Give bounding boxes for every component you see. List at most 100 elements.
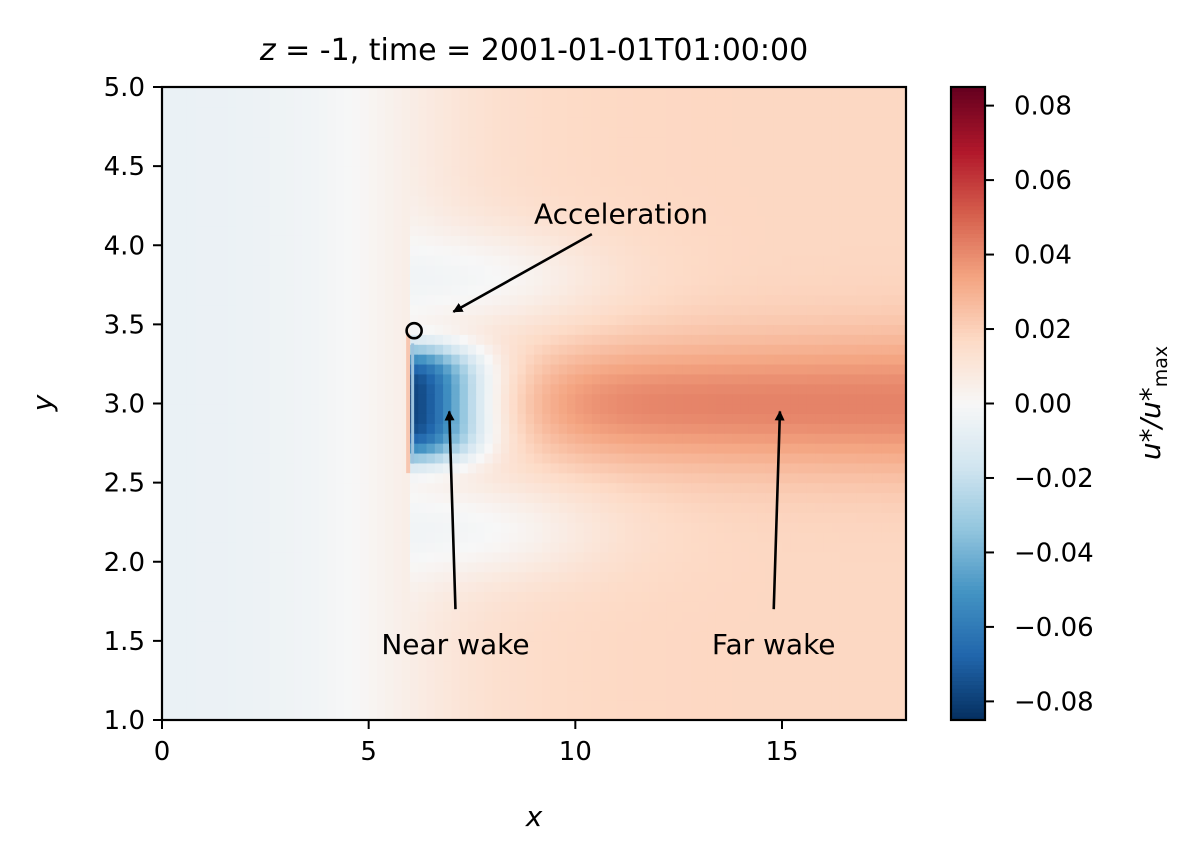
- heatmap-cell: [385, 274, 395, 286]
- heatmap-cell: [674, 274, 684, 286]
- heatmap-cell: [823, 670, 833, 682]
- heatmap-cell: [376, 551, 386, 563]
- heatmap-cell: [376, 274, 386, 286]
- heatmap-cell: [343, 294, 353, 306]
- heatmap-cell: [575, 294, 585, 306]
- heatmap-cell: [773, 660, 783, 672]
- heatmap-cell: [343, 601, 353, 612]
- heatmap-cell: [302, 195, 312, 207]
- heatmap-cell: [542, 185, 552, 197]
- heatmap-cell: [591, 690, 601, 701]
- heatmap-cell: [211, 354, 221, 365]
- heatmap-cell: [732, 314, 742, 325]
- heatmap-cell: [484, 690, 494, 701]
- heatmap-cell: [467, 185, 477, 197]
- heatmap-cell: [658, 314, 667, 325]
- heatmap-cell: [286, 581, 295, 593]
- heatmap-cell: [170, 680, 180, 691]
- heatmap-cell: [178, 700, 188, 711]
- heatmap-cell: [839, 185, 849, 197]
- heatmap-cell: [484, 235, 494, 246]
- heatmap-cell: [443, 235, 452, 246]
- heatmap-cell: [591, 561, 601, 573]
- heatmap-cell: [897, 215, 906, 227]
- heatmap-cell: [277, 551, 287, 563]
- heatmap-cell: [649, 492, 659, 504]
- heatmap-cell: [558, 195, 568, 207]
- heatmap-cell: [360, 294, 370, 306]
- heatmap-cell: [782, 601, 791, 612]
- heatmap-cell: [236, 314, 246, 325]
- heatmap-cell: [608, 265, 618, 276]
- heatmap-cell: [467, 690, 477, 701]
- heatmap-cell: [517, 245, 527, 256]
- heatmap-cell: [897, 354, 906, 365]
- heatmap-cell: [889, 522, 899, 533]
- heatmap-cell: [641, 640, 651, 652]
- heatmap-cell: [773, 373, 783, 385]
- heatmap-cell: [815, 205, 824, 217]
- heatmap-cell: [352, 482, 361, 494]
- heatmap-cell: [798, 393, 808, 405]
- heatmap-cell: [410, 383, 419, 395]
- heatmap-cell: [426, 601, 436, 612]
- heatmap-cell: [765, 413, 775, 424]
- heatmap-cell: [534, 630, 543, 642]
- heatmap-cell: [319, 611, 328, 622]
- heatmap-cell: [897, 650, 906, 662]
- heatmap-cell: [467, 601, 477, 612]
- heatmap-cell: [170, 640, 180, 652]
- heatmap-cell: [864, 403, 874, 414]
- heatmap-cell: [740, 383, 750, 395]
- heatmap-cell: [393, 324, 403, 335]
- heatmap-cell: [252, 630, 262, 642]
- heatmap-cell: [500, 284, 510, 296]
- heatmap-cell: [624, 492, 634, 504]
- heatmap-cell: [352, 591, 361, 602]
- heatmap-cell: [674, 581, 684, 593]
- heatmap-cell: [691, 561, 700, 573]
- heatmap-cell: [823, 265, 833, 276]
- heatmap-cell: [897, 541, 906, 553]
- heatmap-cell: [244, 551, 254, 563]
- heatmap-cell: [335, 621, 345, 632]
- heatmap-cell: [385, 393, 395, 405]
- heatmap-cell: [798, 185, 808, 197]
- heatmap-cell: [261, 195, 271, 207]
- heatmap-cell: [335, 324, 345, 335]
- heatmap-cell: [294, 255, 304, 266]
- heatmap-cell: [376, 334, 386, 345]
- heatmap-cell: [162, 314, 171, 325]
- heatmap-cell: [393, 571, 403, 583]
- heatmap-cell: [459, 581, 469, 593]
- heatmap-cell: [583, 512, 593, 523]
- heatmap-cell: [525, 324, 535, 335]
- heatmap-cell: [302, 482, 312, 494]
- heatmap-cell: [426, 591, 436, 602]
- heatmap-cell: [451, 700, 461, 711]
- heatmap-cell: [484, 363, 494, 375]
- heatmap-cell: [691, 433, 700, 444]
- heatmap-cell: [815, 650, 824, 662]
- heatmap-cell: [195, 522, 204, 533]
- heatmap-cell: [385, 334, 395, 345]
- heatmap-cell: [343, 413, 353, 424]
- heatmap-cell: [567, 482, 576, 494]
- heatmap-cell: [567, 344, 576, 355]
- heatmap-cell: [897, 383, 906, 395]
- heatmap-cell: [558, 215, 568, 227]
- heatmap-cell: [319, 492, 328, 504]
- heatmap-cell: [757, 462, 767, 474]
- heatmap-cell: [674, 551, 684, 563]
- heatmap-cell: [575, 215, 585, 227]
- heatmap-cell: [434, 294, 444, 306]
- heatmap-cell: [715, 324, 725, 335]
- heatmap-cell: [343, 373, 353, 385]
- heatmap-cell: [211, 274, 221, 286]
- heatmap-cell: [815, 443, 824, 454]
- heatmap-cell: [343, 304, 353, 316]
- heatmap-cell: [509, 551, 519, 563]
- heatmap-cell: [740, 462, 750, 474]
- heatmap-cell: [666, 274, 676, 286]
- heatmap-cell: [856, 324, 866, 335]
